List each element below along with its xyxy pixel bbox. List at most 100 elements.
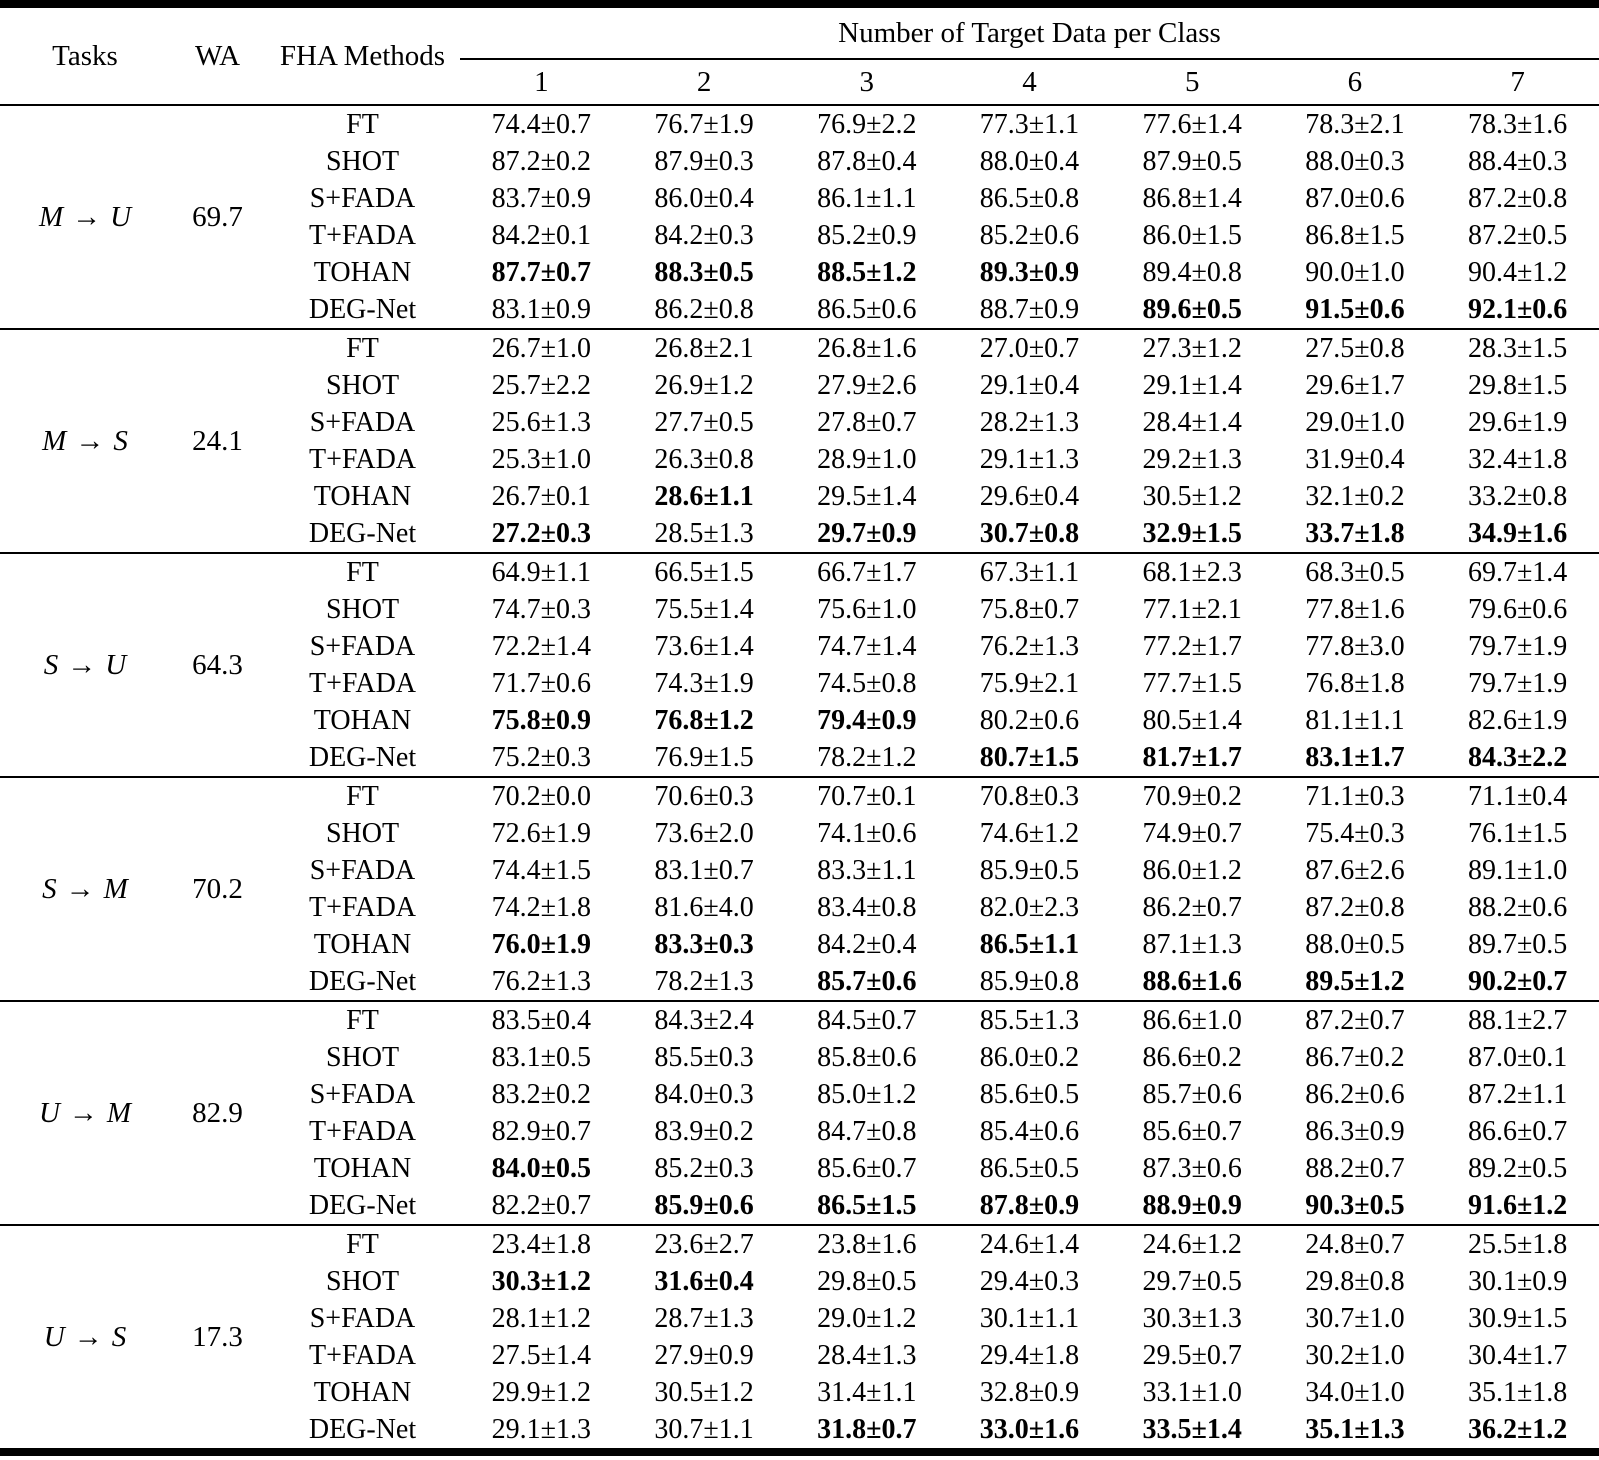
value-cell: 29.1±1.3: [979, 443, 1080, 475]
header-group: Number of Target Data per Class 1 2 3 4 5 6 7: [460, 8, 1599, 104]
value-cell: 85.9±0.6: [654, 1189, 754, 1221]
value-cell: 85.0±1.2: [817, 1078, 917, 1110]
value-cell: 80.2±0.6: [979, 704, 1080, 736]
task-block: M → U 69.7 FT 74.4±0.7 76.7±1.9 76.9±2.2 77.3±1.…: [0, 106, 1599, 328]
method-cell: FT: [346, 780, 379, 812]
method-cell: SHOT: [325, 369, 400, 401]
value-cell: 76.1±1.5: [1467, 817, 1568, 849]
value-cell: 89.7±0.5: [1467, 928, 1568, 960]
task-block: S → M 70.2 FT 70.2±0.0 70.6±0.3 70.7±0.1 70.8±0.…: [0, 778, 1599, 1000]
value-cell: 86.8±1.4: [1142, 182, 1242, 214]
block-separator-rule: [0, 1000, 1599, 1002]
value-cell: 28.4±1.3: [817, 1339, 917, 1371]
value-cell: 84.3±2.2: [1467, 741, 1568, 773]
value-cell: 31.4±1.1: [817, 1376, 917, 1408]
value-cell: 29.1±0.4: [979, 369, 1080, 401]
value-cell: 87.9±0.3: [654, 145, 754, 177]
value-cell: 81.6±4.0: [654, 891, 754, 923]
value-cell: 87.3±0.6: [1142, 1152, 1242, 1184]
value-cell: 29.4±1.8: [979, 1339, 1080, 1371]
value-cell: 27.3±1.2: [1142, 332, 1242, 364]
method-cell: DEG-Net: [308, 1413, 417, 1445]
task-target: M: [106, 1096, 132, 1129]
value-cell: 88.2±0.6: [1467, 891, 1568, 923]
value-cell: 27.9±2.6: [817, 369, 917, 401]
method-cell: S+FADA: [309, 630, 416, 662]
value-cell: 86.5±1.5: [817, 1189, 917, 1221]
task-source: S: [43, 648, 59, 681]
value-cell: 80.7±1.5: [979, 741, 1080, 773]
method-cell: TOHAN: [313, 1152, 412, 1184]
value-cell: 29.8±0.5: [817, 1265, 917, 1297]
method-cell: SHOT: [325, 1265, 400, 1297]
value-cell: 70.8±0.3: [979, 780, 1080, 812]
value-cell: 26.7±0.1: [491, 480, 592, 512]
value-cell: 83.1±0.7: [654, 854, 754, 886]
value-cell: 77.6±1.4: [1142, 108, 1242, 140]
value-cell: 67.3±1.1: [979, 556, 1080, 588]
method-cell: SHOT: [325, 1041, 400, 1073]
column-number: 6: [1347, 65, 1363, 98]
value-cell: 31.6±0.4: [654, 1265, 754, 1297]
value-cell: 84.2±0.4: [817, 928, 917, 960]
value-cell: 24.8±0.7: [1305, 1228, 1405, 1260]
value-cell: 92.1±0.6: [1467, 293, 1568, 325]
value-cell: 72.6±1.9: [491, 817, 592, 849]
method-cell: DEG-Net: [308, 517, 417, 549]
column-number: 3: [859, 65, 875, 98]
task-cell: S → M: [0, 778, 170, 1000]
value-cell: 87.2±0.8: [1467, 182, 1568, 214]
value-cell: 76.7±1.9: [654, 108, 754, 140]
value-cell: 86.2±0.7: [1142, 891, 1242, 923]
task-cell: U → M: [0, 1002, 170, 1224]
value-cell: 66.7±1.7: [817, 556, 917, 588]
value-cell: 75.2±0.3: [491, 741, 592, 773]
value-cell: 31.8±0.7: [817, 1413, 917, 1445]
method-cell: SHOT: [325, 145, 400, 177]
value-cell: 32.1±0.2: [1305, 480, 1405, 512]
value-cell: 90.3±0.5: [1305, 1189, 1405, 1221]
value-cell: 88.2±0.7: [1305, 1152, 1405, 1184]
value-cell: 85.6±0.7: [817, 1152, 917, 1184]
value-cell: 30.9±1.5: [1467, 1302, 1568, 1334]
value-cell: 26.9±1.2: [654, 369, 754, 401]
value-cell: 88.0±0.4: [979, 145, 1080, 177]
method-cell: T+FADA: [308, 443, 417, 475]
value-cell: 83.5±0.4: [491, 1004, 592, 1036]
value-cell: 91.5±0.6: [1305, 293, 1405, 325]
value-cell: 29.0±1.0: [1305, 406, 1405, 438]
task-block: U → S 17.3 FT 23.4±1.8 23.6±2.7 23.8±1.6 24.6±1.…: [0, 1226, 1599, 1448]
value-cell: 28.3±1.5: [1467, 332, 1568, 364]
value-cell: 30.1±1.1: [979, 1302, 1080, 1334]
value-cell: 87.0±0.1: [1467, 1041, 1568, 1073]
value-cell: 82.9±0.7: [491, 1115, 592, 1147]
value-cell: 27.7±0.5: [654, 406, 754, 438]
value-cell: 32.9±1.5: [1142, 517, 1242, 549]
value-cell: 74.4±1.5: [491, 854, 592, 886]
value-cell: 77.8±1.6: [1305, 593, 1405, 625]
value-cell: 76.8±1.2: [654, 704, 754, 736]
method-cell: FT: [346, 1228, 379, 1260]
value-cell: 78.3±2.1: [1305, 108, 1405, 140]
task-target: U: [105, 648, 127, 681]
value-cell: 89.6±0.5: [1142, 293, 1242, 325]
value-cell: 31.9±0.4: [1305, 443, 1405, 475]
value-cell: 73.6±2.0: [654, 817, 754, 849]
value-cell: 79.7±1.9: [1467, 630, 1568, 662]
block-separator-rule: [0, 1224, 1599, 1226]
column-number: 1: [534, 65, 549, 98]
value-cell: 70.9±0.2: [1142, 780, 1242, 812]
value-cell: 70.2±0.0: [491, 780, 592, 812]
value-cell: 88.3±0.5: [654, 256, 754, 288]
header-rule: [0, 104, 1599, 106]
value-cell: 27.5±1.4: [491, 1339, 592, 1371]
arrow-icon: →: [67, 648, 97, 681]
value-cell: 27.0±0.7: [979, 332, 1080, 364]
value-cell: 83.2±0.2: [491, 1078, 592, 1110]
wa-value: 17.3: [192, 1320, 243, 1353]
method-cell: S+FADA: [309, 1302, 416, 1334]
value-cell: 78.2±1.2: [817, 741, 917, 773]
value-cell: 75.8±0.7: [979, 593, 1080, 625]
value-cell: 29.5±0.7: [1142, 1339, 1242, 1371]
value-cell: 87.8±0.9: [979, 1189, 1080, 1221]
